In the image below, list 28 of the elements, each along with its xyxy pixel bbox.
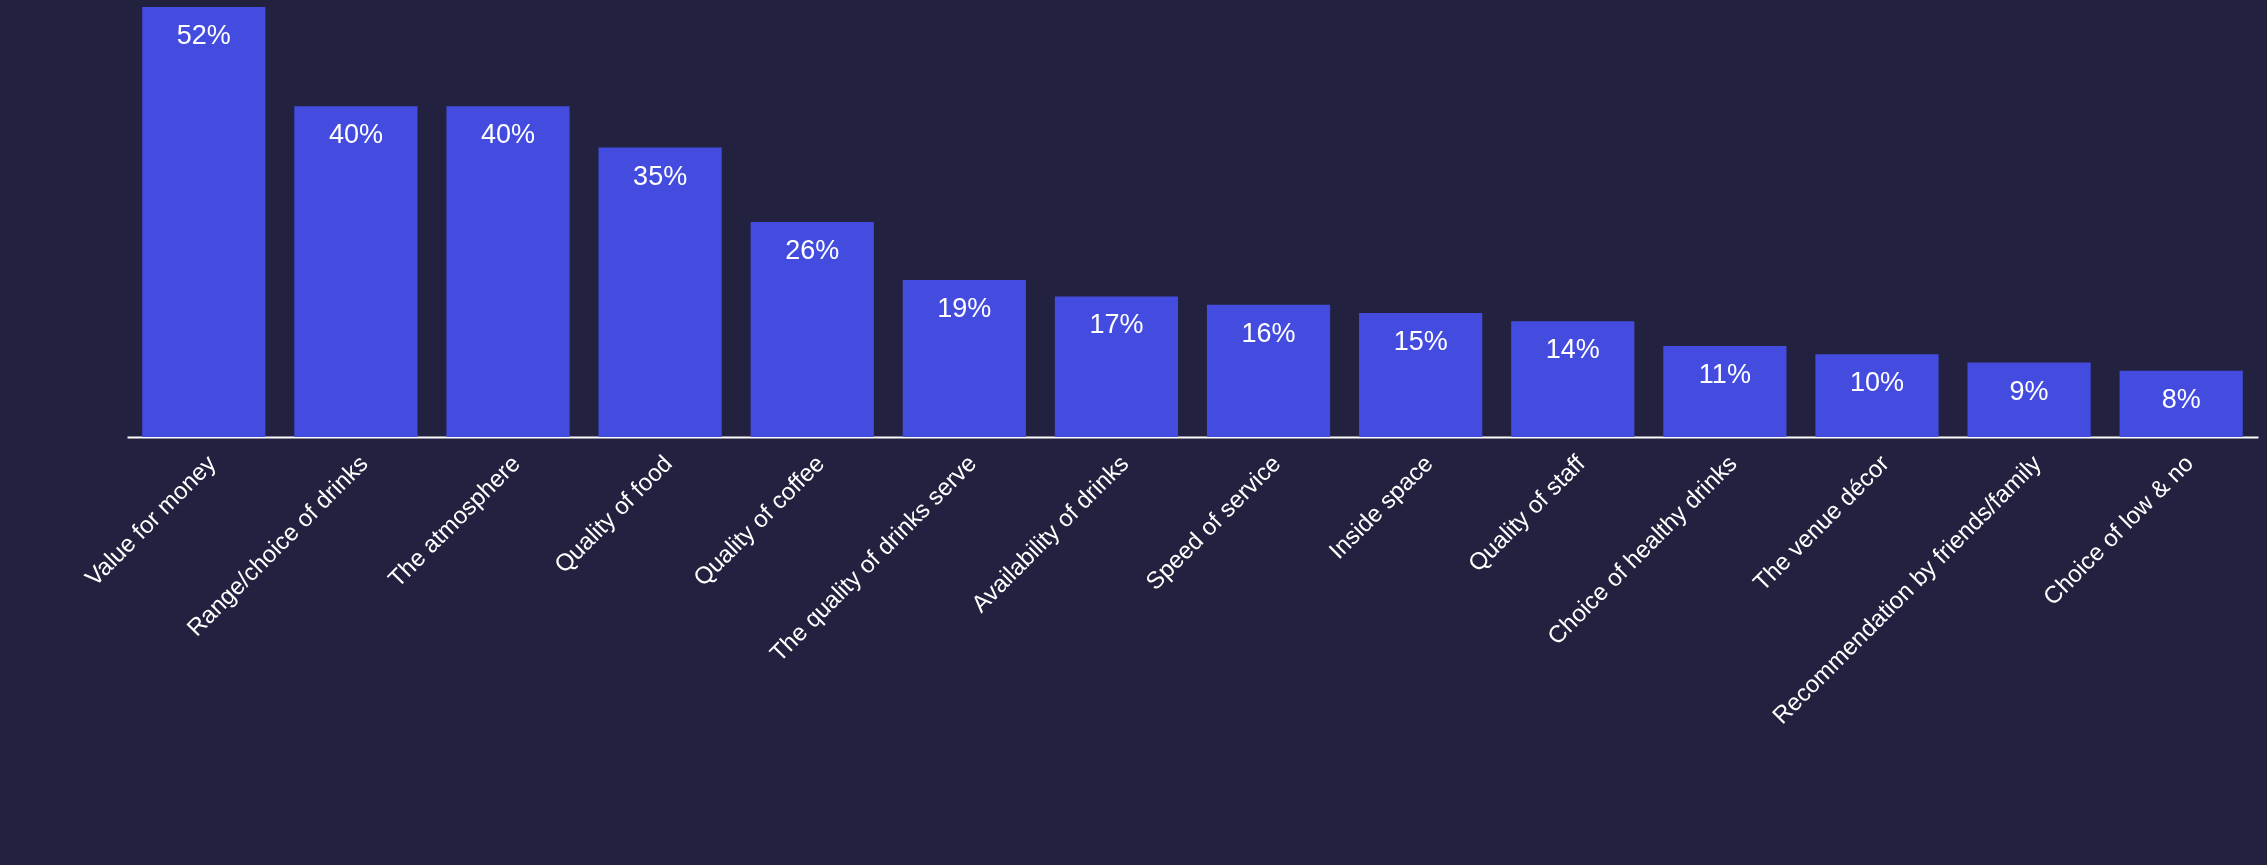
data-label: 11% (1698, 359, 1751, 390)
data-label: 40% (481, 119, 536, 150)
bar (294, 106, 418, 437)
data-label: 19% (937, 292, 992, 323)
bar (1663, 346, 1787, 437)
data-label: 14% (1545, 334, 1600, 365)
data-label: 35% (633, 160, 688, 191)
data-label: 52% (176, 20, 231, 50)
data-label: 15% (1393, 325, 1448, 356)
data-label: 17% (1089, 309, 1144, 340)
bar (446, 106, 570, 437)
data-label: 40% (328, 119, 383, 150)
bar (1511, 321, 1635, 437)
bar (142, 7, 266, 437)
bar (1206, 304, 1331, 437)
bar (1967, 362, 2091, 437)
data-label: 16% (1241, 317, 1296, 348)
bar (598, 147, 722, 437)
data-label: 10% (1849, 367, 1904, 398)
data-label: 8% (2161, 383, 2201, 414)
bar (1054, 296, 1179, 437)
bar (2119, 370, 2243, 437)
bar (1815, 354, 1939, 437)
data-label: 9% (2009, 375, 2049, 406)
data-label: 26% (785, 235, 840, 265)
bar (750, 222, 874, 437)
bar (1359, 312, 1483, 437)
bar (902, 279, 1026, 437)
